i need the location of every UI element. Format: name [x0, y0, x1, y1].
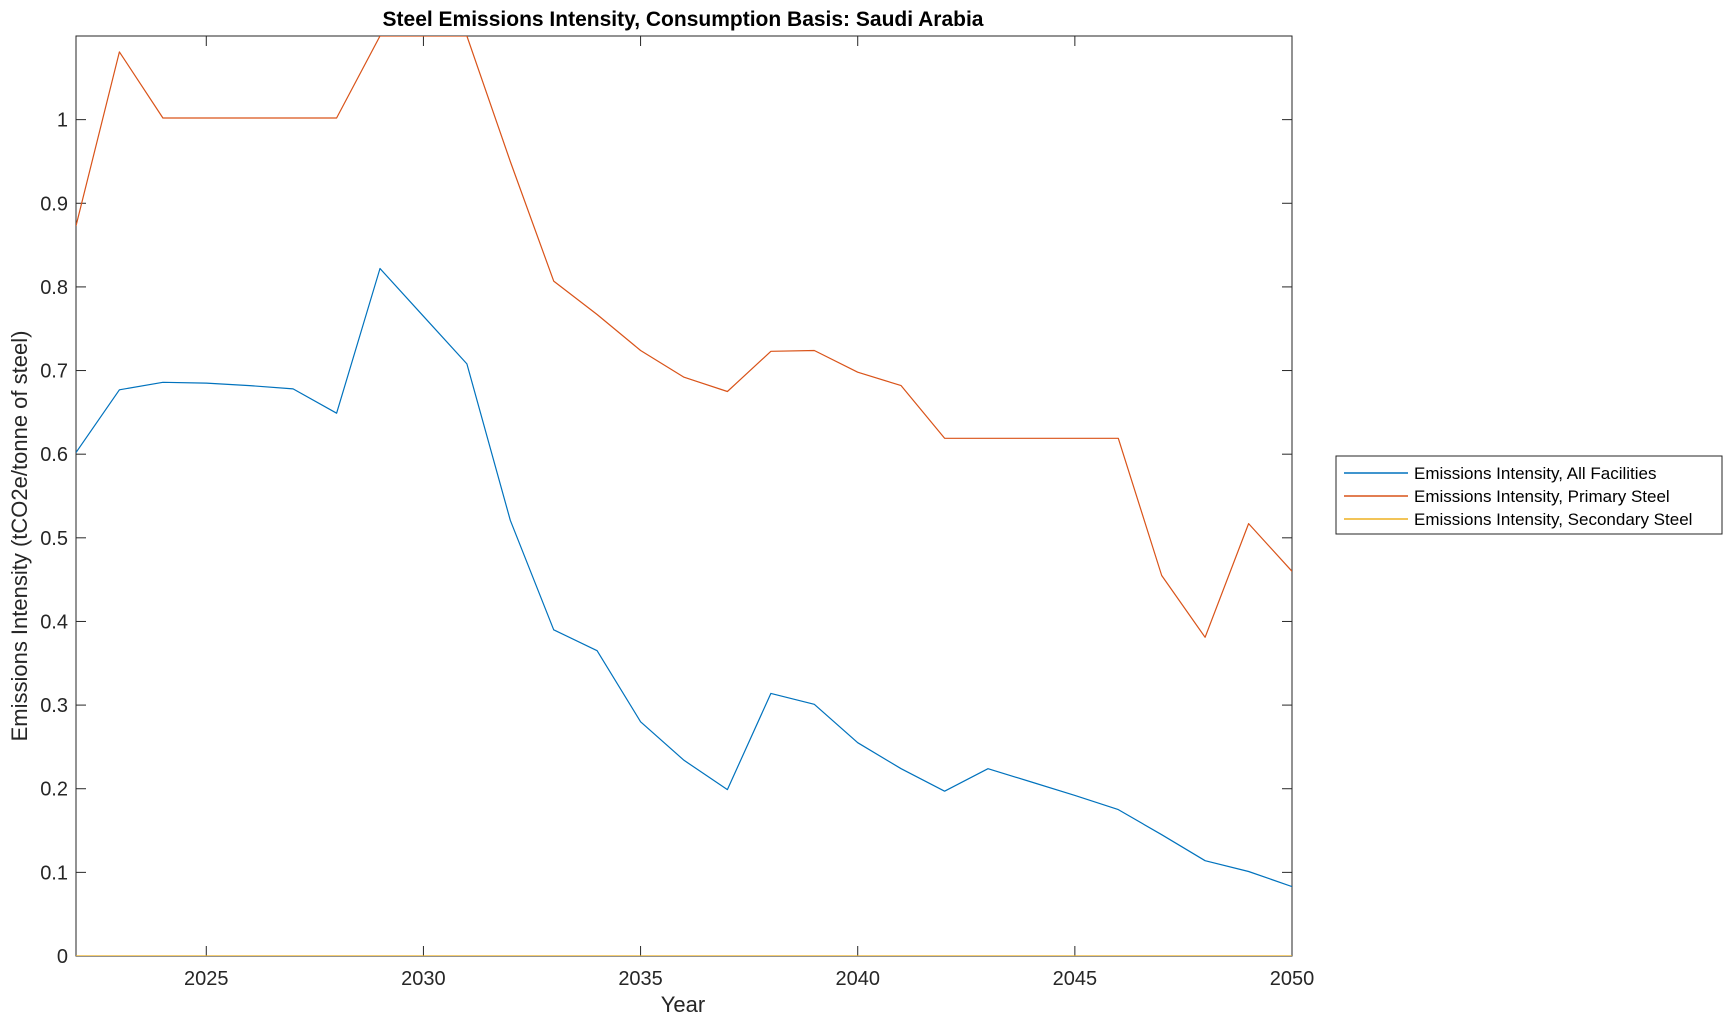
y-tick-label: 0.5	[40, 528, 68, 550]
plot-area	[75, 35, 1293, 957]
y-tick-label: 0.3	[40, 695, 68, 717]
x-axis-label: Year	[661, 992, 705, 1017]
x-tick-label: 2025	[184, 968, 229, 990]
x-tick-label: 2030	[401, 968, 446, 990]
series-layer	[76, 36, 1292, 956]
chart-title: Steel Emissions Intensity, Consumption B…	[383, 8, 984, 31]
y-axis-label: Emissions Intensity (tCO2e/tonne of stee…	[7, 331, 32, 742]
legend: Emissions Intensity, All Facilities Emiss…	[1335, 455, 1723, 535]
legend-entry: Emissions Intensity, Secondary Steel	[1414, 510, 1692, 529]
plot-frame	[75, 35, 1293, 957]
y-tick-label: 0	[57, 946, 68, 968]
y-tick-label: 0.7	[40, 361, 68, 383]
series-line-1	[76, 267, 1292, 888]
y-tick-label: 1	[57, 110, 68, 132]
x-tick-label: 2045	[1053, 968, 1098, 990]
y-tick-label: 0.9	[40, 193, 68, 215]
y-tick-label: 0.1	[40, 862, 68, 884]
y-tick-label: 0.2	[40, 779, 68, 801]
y-tick-label: 0.8	[40, 277, 68, 299]
x-tick-label: 2040	[835, 968, 880, 990]
legend-entry: Emissions Intensity, Primary Steel	[1414, 487, 1670, 506]
x-axis: 2025 2030 2035 2040 2045 2050	[184, 36, 1314, 990]
x-tick-label: 2050	[1270, 968, 1315, 990]
y-tick-label: 0.6	[40, 444, 68, 466]
legend-box	[1335, 455, 1723, 535]
y-tick-label: 0.4	[40, 611, 68, 633]
x-tick-label: 2035	[618, 968, 663, 990]
legend-entry: Emissions Intensity, All Facilities	[1414, 464, 1656, 483]
series-line-2	[76, 36, 1292, 638]
